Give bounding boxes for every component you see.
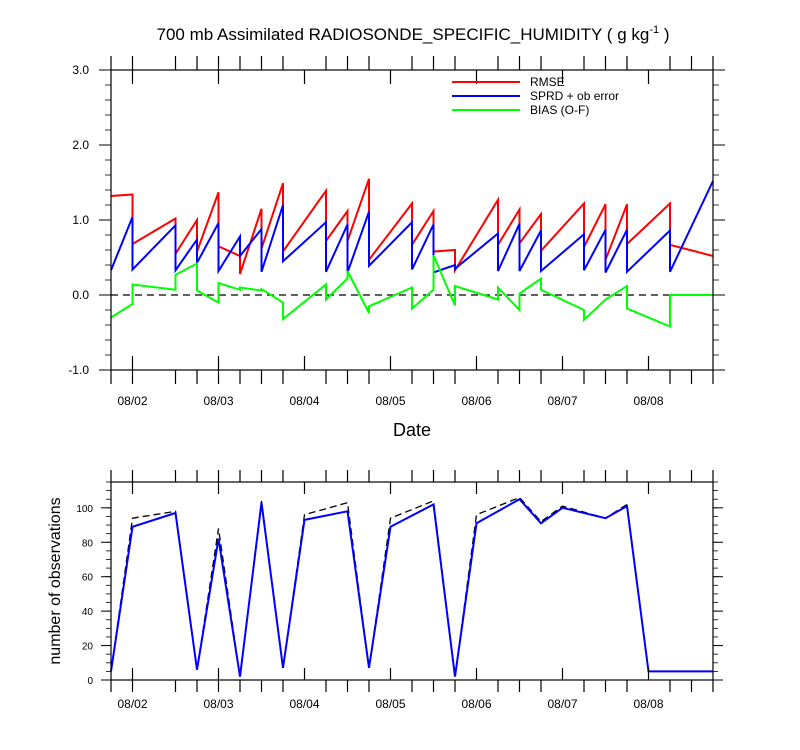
x-tick-label: 08/04 [289,697,319,711]
x-tick-label: 08/06 [461,394,491,408]
x-tick-label: 08/04 [289,394,319,408]
top-chart-panel: -1.0 0.0 1.0 2.0 3.0 08/02 08/03 08/04 08/05 08/0… [68,56,725,440]
y-tick-label: 80 [82,538,94,549]
y-tick-label: 2.0 [72,138,89,152]
obs-line-assimilated [110,497,713,677]
chart-title: 700 mb Assimilated RADIOSONDE_SPECIFIC_H… [157,24,670,44]
x-tick-label: 08/06 [461,697,491,711]
x-tick-label: 08/02 [117,697,147,711]
legend-label: BIAS (O-F) [530,103,589,117]
x-tick-label: 08/02 [117,394,147,408]
y-axis-title: number of observations [47,497,64,664]
series-line-rmse [110,178,714,275]
obs-line-possible [110,496,713,677]
x-tick-label: 08/03 [203,697,233,711]
y-tick-label: 0.0 [72,288,89,302]
legend-label: RMSE [530,75,565,89]
x-tick-label: 08/03 [203,394,233,408]
y-tick-label: -1.0 [68,363,89,377]
x-tick-label: 08/07 [547,394,577,408]
x-tick-label: 08/07 [547,697,577,711]
x-tick-label: 08/05 [375,697,405,711]
x-tick-label: 08/05 [375,394,405,408]
y-tick-label: 40 [82,607,94,618]
y-tick-label: 3.0 [72,63,89,77]
x-axis-title: Date [393,420,431,440]
y-tick-label: 20 [82,642,94,653]
bottom-plot-frame [110,481,714,681]
y-tick-label: 60 [82,573,94,584]
series-line-sprd-ob-error [110,180,714,275]
y-tick-label: 1.0 [72,213,89,227]
x-tick-label: 08/08 [633,394,663,408]
legend-label: SPRD + ob error [530,89,619,103]
y-tick-label: 0 [87,676,93,687]
bottom-chart-panel: 0 20 40 60 80 100 08/02 08/03 08/04 08/05 08/06 08/… [47,470,723,711]
x-tick-label: 08/08 [633,697,663,711]
series-line-bias-o-f- [110,254,713,329]
y-tick-label: 100 [76,504,93,515]
